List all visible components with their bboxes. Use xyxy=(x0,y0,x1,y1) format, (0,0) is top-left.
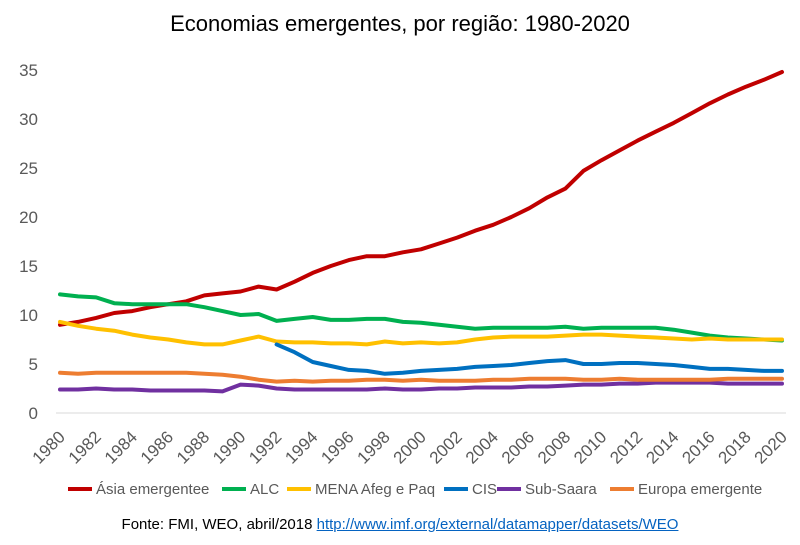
x-tick-label: 1998 xyxy=(354,427,394,467)
legend-label: Europa emergente xyxy=(638,481,762,498)
x-tick-label: 2002 xyxy=(426,427,466,467)
x-tick-label: 2004 xyxy=(462,427,502,467)
x-tick-label: 2020 xyxy=(751,427,791,467)
y-tick-label: 20 xyxy=(19,208,38,227)
x-tick-label: 1992 xyxy=(245,427,285,467)
x-tick-label: 1980 xyxy=(29,427,69,467)
x-axis-ticks: 1980198219841986198819901992199419961998… xyxy=(29,427,791,467)
series-line xyxy=(274,342,784,376)
legend-label: Sub-Saara xyxy=(525,481,597,498)
y-axis-ticks: 0 5 10 15 20 25 30 35 xyxy=(19,61,38,423)
series-lines xyxy=(58,70,784,394)
x-tick-label: 2010 xyxy=(570,427,610,467)
x-tick-label: 2014 xyxy=(642,427,682,467)
x-tick-label: 2012 xyxy=(606,427,646,467)
y-tick-label: 10 xyxy=(19,306,38,325)
source-label: Fonte: FMI, WEO, abril/2018 xyxy=(121,516,313,533)
y-tick-label: 30 xyxy=(19,110,38,129)
legend-label: ALC xyxy=(250,481,279,498)
x-tick-label: 1982 xyxy=(65,427,105,467)
series-line xyxy=(58,380,784,394)
y-tick-label: 5 xyxy=(29,355,38,374)
legend: Ásia emergentee ALC MENA Afeg e Paq CIS Sub-… xyxy=(68,481,762,498)
series-line xyxy=(58,370,784,384)
x-tick-label: 2000 xyxy=(390,427,430,467)
y-tick-label: 35 xyxy=(19,61,38,80)
series-line xyxy=(58,292,784,343)
y-tick-label: 25 xyxy=(19,159,38,178)
x-tick-label: 1988 xyxy=(173,427,213,467)
x-tick-label: 1996 xyxy=(317,427,357,467)
x-tick-label: 2008 xyxy=(534,427,574,467)
x-tick-label: 2018 xyxy=(715,427,755,467)
source-note: Fonte: FMI, WEO, abril/2018 http://www.i… xyxy=(0,516,800,533)
legend-label: MENA Afeg e Paq xyxy=(315,481,435,498)
x-tick-label: 1990 xyxy=(209,427,249,467)
x-tick-label: 1994 xyxy=(281,427,321,467)
y-tick-label: 0 xyxy=(29,404,38,423)
chart-title: Economias emergentes, por região: 1980-2… xyxy=(170,11,630,36)
legend-label: CIS xyxy=(472,481,497,498)
legend-label: Ásia emergentee xyxy=(96,481,209,498)
x-tick-label: 1986 xyxy=(137,427,177,467)
x-tick-label: 1984 xyxy=(101,427,141,467)
y-tick-label: 15 xyxy=(19,257,38,276)
x-tick-label: 2006 xyxy=(498,427,538,467)
series-line xyxy=(58,319,784,347)
source-link[interactable]: http://www.imf.org/external/datamapper/d… xyxy=(316,516,679,533)
x-tick-label: 2016 xyxy=(678,427,718,467)
series-line xyxy=(58,70,784,327)
